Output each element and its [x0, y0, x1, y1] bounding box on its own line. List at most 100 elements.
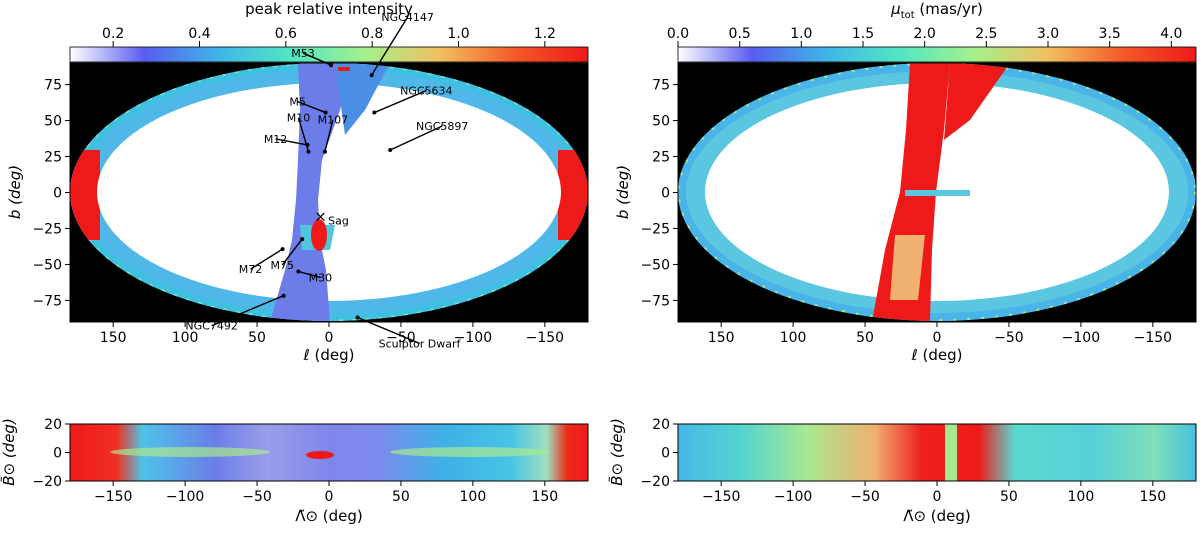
annotation-arrowhead	[369, 73, 374, 78]
y-axis-label: b (deg)	[614, 165, 632, 219]
x-tick-label: −100	[166, 489, 204, 505]
annotation-arrow	[297, 117, 310, 152]
annotation-arrowhead	[329, 63, 334, 68]
panel-top-left: peak relative intensity 0.2 0.4 0.6 0.8 1.0 1…	[6, 0, 589, 364]
annotation-arrowhead	[280, 247, 285, 252]
x-axis-label: ℓ (deg)	[303, 346, 355, 364]
colorbar-tick-label: 2.5	[975, 26, 997, 42]
annotation-label: M53	[291, 47, 315, 60]
colorbar-ticks: 0.2 0.4 0.6 0.8 1.0 1.2	[102, 26, 556, 47]
x-tick-label: −150	[702, 489, 740, 505]
colorbar	[69, 46, 589, 63]
colorbar-tick-label: 1.5	[852, 26, 874, 42]
y-tick-label: 0	[661, 186, 670, 202]
x-tick-label: 100	[460, 489, 487, 505]
x-axis-label: Λ̃⊙ (deg)	[903, 507, 971, 525]
sag-marker: ×	[314, 208, 327, 226]
y-tick-label: 20	[44, 417, 62, 433]
x-tick-label: 150	[1139, 489, 1166, 505]
annotation-label: NGC5634	[400, 85, 452, 98]
x-tick-label: 0	[933, 330, 942, 346]
x-tick-label: 50	[856, 330, 874, 346]
annotation-label: NGC4147	[381, 11, 433, 24]
colorbar-tick-label: 0.8	[361, 26, 383, 42]
x-tick-label: −150	[526, 330, 564, 346]
colorbar-tick-label: 3.5	[1099, 26, 1121, 42]
x-tick-label: 100	[780, 330, 807, 346]
y-tick-label: 20	[652, 417, 670, 433]
x-tick-label: 50	[248, 330, 266, 346]
colorbar-ticks: 0.0 0.5 1.0 1.5 2.0 2.5 3.0 3.5 4.0	[667, 26, 1182, 47]
x-tick-label: 100	[172, 330, 199, 346]
y-tick-label: 0	[53, 446, 62, 462]
y-ticks: 75 50 25 0 −25 −50 −75	[32, 78, 70, 309]
y-tick-label: 25	[44, 150, 62, 166]
strip-map	[678, 424, 1196, 481]
y-tick-label: −25	[640, 221, 670, 237]
annotation-label: M10	[287, 112, 311, 125]
annotation-label: NGC7492	[185, 320, 237, 333]
annotation-arrow	[250, 248, 283, 270]
annotation-arrow	[281, 238, 303, 266]
x-tick-label: 100	[1068, 489, 1095, 505]
x-tick-label: 0	[933, 489, 942, 505]
x-tick-label: −150	[1134, 330, 1172, 346]
y-tick-label: 0	[53, 186, 62, 202]
x-tick-label: −50	[386, 330, 416, 346]
y-axis-label: b (deg)	[6, 165, 24, 219]
x-tick-label: 0	[325, 489, 334, 505]
annotation-arrow	[374, 89, 427, 114]
colorbar-tick-label: 0.2	[102, 26, 124, 42]
annotation-arrowhead	[300, 237, 305, 242]
colorbar-tick-label: 0.0	[667, 26, 689, 42]
annotation-arrowhead	[281, 293, 286, 298]
annotation-arrow	[211, 295, 284, 327]
x-tick-label: 150	[708, 330, 735, 346]
y-tick-label: 75	[44, 78, 62, 94]
annotation-arrowhead	[306, 149, 311, 154]
annotation-arrowhead	[388, 148, 393, 153]
y-tick-label: 25	[652, 150, 670, 166]
annotation-arrow	[297, 100, 326, 114]
colorbar-tick-label: 0.5	[729, 26, 751, 42]
x-ticks: −150 −100 −50 0 50 100 150	[94, 481, 558, 505]
colorbar-tick-label: 4.0	[1160, 26, 1182, 42]
colorbar-tick-label: 0.4	[188, 26, 210, 42]
annotation-arrowhead	[323, 110, 328, 115]
x-ticks: 150 100 50 0 −50 −100 −150	[708, 322, 1172, 346]
sky-map	[678, 63, 1196, 321]
colorbar-tick-label: 0.6	[275, 26, 297, 42]
x-tick-label: −100	[774, 489, 812, 505]
y-tick-label: −75	[640, 293, 670, 309]
x-tick-label: −150	[94, 489, 132, 505]
annotation-arrow	[371, 16, 409, 76]
y-tick-label: −50	[32, 257, 62, 273]
annotation-label: M75	[270, 259, 294, 272]
x-tick-label: −100	[1062, 330, 1100, 346]
colorbar-tick-label: 1.2	[534, 26, 556, 42]
y-tick-label: −20	[640, 474, 670, 490]
colorbar-tick-label: 1.0	[447, 26, 469, 42]
colorbar-label: μtot (mas/yr)	[890, 0, 983, 21]
x-ticks: −150 −100 −50 0 50 100 150	[702, 481, 1166, 505]
y-ticks: 20 0 −20	[640, 417, 678, 490]
y-tick-label: 50	[44, 114, 62, 130]
x-tick-label: 50	[1000, 489, 1018, 505]
x-axis-label: Λ̃⊙ (deg)	[295, 507, 363, 525]
annotations: M53 NGC4147 M5 NGC5634 M12 NGC5897 M10 M107 × Sag…	[185, 11, 468, 350]
y-tick-label: 0	[661, 446, 670, 462]
annotation-label: Sag	[328, 215, 349, 228]
colorbar-tick-label: 2.0	[914, 26, 936, 42]
colorbar-tick-label: 3.0	[1037, 26, 1059, 42]
y-tick-label: 50	[652, 114, 670, 130]
annotation-arrowhead	[355, 315, 360, 320]
y-ticks: 75 50 25 0 −25 −50 −75	[640, 78, 678, 309]
annotation-label: M5	[289, 96, 306, 109]
panel-top-right: μtot (mas/yr) 0.0 0.5 1.0 1.5 2.0 2.5 3.0 3.5 4.…	[614, 0, 1197, 364]
annotation-arrowhead	[322, 149, 327, 154]
x-tick-label: 150	[100, 330, 127, 346]
colorbar	[677, 46, 1197, 63]
annotation-arrow	[324, 119, 334, 152]
x-tick-label: −50	[850, 489, 880, 505]
